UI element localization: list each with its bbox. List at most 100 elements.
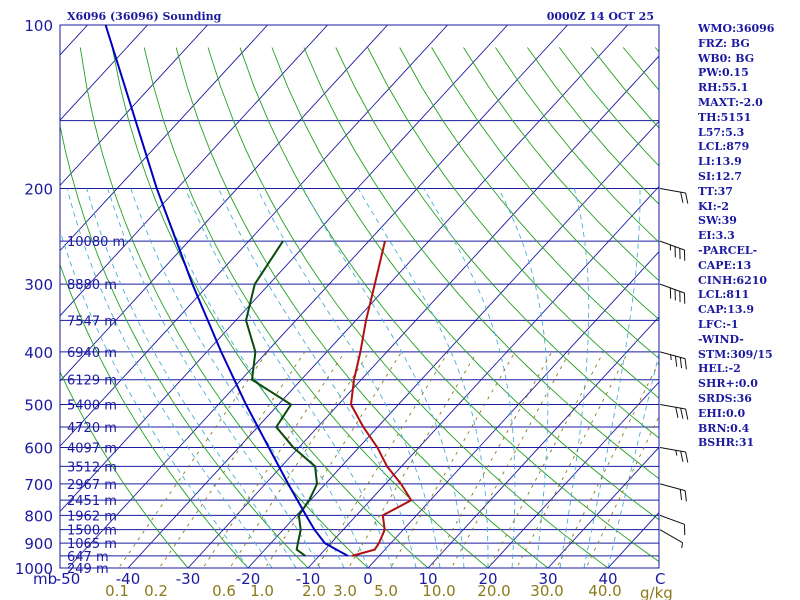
height-labels: 10080 m 8880 m 7547 m 6940 m 6129 m 5400 m 472… <box>67 235 125 577</box>
mixing-ratio-tick-label: 0.6 <box>212 582 236 600</box>
moist-adiabat <box>218 188 417 568</box>
pressure-tick-label: 200 <box>24 180 53 198</box>
isotherm-line <box>60 25 148 121</box>
wind-barb-feather <box>674 246 676 258</box>
index-line: L57:5.3 <box>698 125 745 139</box>
moist-adiabat <box>498 188 549 568</box>
height-label: 10080 m <box>67 235 125 250</box>
mixing-ratio-line <box>516 351 629 568</box>
isotherm-line <box>487 381 659 568</box>
wind-barb-staff <box>659 483 686 492</box>
index-line: CINH:6210 <box>698 273 768 287</box>
dry-adiabat <box>463 47 659 282</box>
index-line: SW:39 <box>698 214 737 228</box>
index-line: STM:309/15 <box>698 347 773 361</box>
mixing-ratio-line <box>430 351 553 568</box>
mixing-ratio-line <box>556 360 659 568</box>
mixing-ratio-axis: 0.1 0.2 0.6 1.0 2.0 3.0 5.0 10.0 20.0 30.0 40.0 <box>105 582 622 600</box>
temperature-axis: -50 -40 -30 -20 -10 0 10 20 30 40 <box>56 570 618 588</box>
temperature-tick-label: -30 <box>176 570 201 588</box>
dewpoint-trace <box>244 240 319 557</box>
index-line: -WIND- <box>698 332 744 346</box>
mixing-ratio-line <box>202 351 346 568</box>
dry-adiabat <box>399 47 659 360</box>
index-line: PW:0.15 <box>698 66 749 80</box>
temperature-tick-label: -20 <box>236 570 261 588</box>
temperature-unit-label: C <box>655 570 665 588</box>
dry-adiabat <box>143 47 489 568</box>
wind-barb <box>659 404 689 420</box>
wind-barb-feather <box>685 451 689 463</box>
height-label: 6940 m <box>67 346 117 361</box>
station-title: X6096 (36096) Sounding <box>67 10 222 23</box>
pressure-tick-label: 100 <box>24 17 53 35</box>
index-line: SRDS:36 <box>698 391 752 405</box>
valid-time: 0000Z 14 OCT 25 <box>547 10 654 23</box>
wind-barb-feather <box>679 489 683 501</box>
index-line: SHR+:0.0 <box>698 377 758 391</box>
wind-barb-staff <box>659 283 685 294</box>
temperature-tick-label: 30 <box>538 570 557 588</box>
wind-barb-feather <box>680 408 684 419</box>
mixing-ratio-line <box>264 351 402 568</box>
dry-adiabat <box>239 47 659 563</box>
mixing-ratio-line <box>390 351 516 568</box>
wind-barb-staff <box>659 240 685 251</box>
index-line: RH:55.1 <box>698 81 749 95</box>
height-label: 1065 m <box>67 537 117 552</box>
isotherm-line <box>60 25 208 187</box>
moist-adiabat <box>423 188 516 568</box>
isotherm-line <box>247 120 659 568</box>
dry-adiabat <box>367 47 659 399</box>
plot-area <box>60 25 659 568</box>
wind-barb-half-feather <box>675 450 678 456</box>
wind-barb <box>659 483 687 502</box>
index-line: -PARCEL- <box>698 243 758 257</box>
temperature-tick-label: 10 <box>418 570 437 588</box>
mixing-ratio-unit-label: g/kg <box>640 584 673 600</box>
parcel-trace <box>104 25 349 557</box>
wind-barb-feather <box>683 249 686 261</box>
dry-adiabat <box>335 47 659 439</box>
index-line: LCL:879 <box>698 140 750 154</box>
moist-adiabat <box>184 188 393 568</box>
index-line: BSHR:31 <box>698 436 755 450</box>
pressure-tick-label: 500 <box>24 397 53 415</box>
dry-adiabat <box>271 47 659 521</box>
mixing-ratio-tick-label: 10.0 <box>422 582 455 600</box>
wind-barb-feather <box>675 407 679 418</box>
moist-adiabat <box>60 228 249 568</box>
wind-barb <box>659 351 687 370</box>
wind-barb-feather <box>679 357 683 369</box>
temperature-tick-label: 0 <box>363 570 373 588</box>
grid-lines <box>60 25 659 568</box>
pressure-tick-label: 300 <box>24 276 53 294</box>
index-line: EI:3.3 <box>698 229 735 243</box>
temperature-tick-label: -40 <box>116 570 141 588</box>
index-line: FRZ: BG <box>698 36 750 50</box>
mixing-ratio-tick-label: 40.0 <box>588 582 621 600</box>
height-label: 3512 m <box>67 460 117 475</box>
wind-barb-feather <box>669 287 672 299</box>
mixing-ratio-tick-label: 2.0 <box>302 582 326 600</box>
pressure-axis: 100 200 300 400 500 600 700 800 900 1000 <box>15 17 53 578</box>
wind-barb-staff <box>659 351 686 360</box>
moist-adiabat <box>156 188 369 568</box>
isotherm-line <box>60 25 328 317</box>
wind-barb-staff <box>659 514 685 525</box>
mixing-ratio-tick-label: 5.0 <box>374 582 398 600</box>
temperature-tick-label: 40 <box>598 570 617 588</box>
mixing-ratio-line <box>450 351 571 568</box>
dry-adiabat <box>60 123 309 568</box>
dry-adiabat <box>431 47 659 321</box>
wind-barb-feather <box>674 355 678 367</box>
dry-adiabat <box>79 47 369 568</box>
mixing-ratio-line <box>229 351 370 568</box>
dry-adiabat <box>60 371 189 568</box>
dry-adiabat <box>175 47 549 568</box>
height-label: 249 m <box>67 562 109 577</box>
wind-barb-feather <box>680 451 684 462</box>
wind-barb-feather <box>684 358 687 370</box>
isotherm-line <box>307 185 659 568</box>
